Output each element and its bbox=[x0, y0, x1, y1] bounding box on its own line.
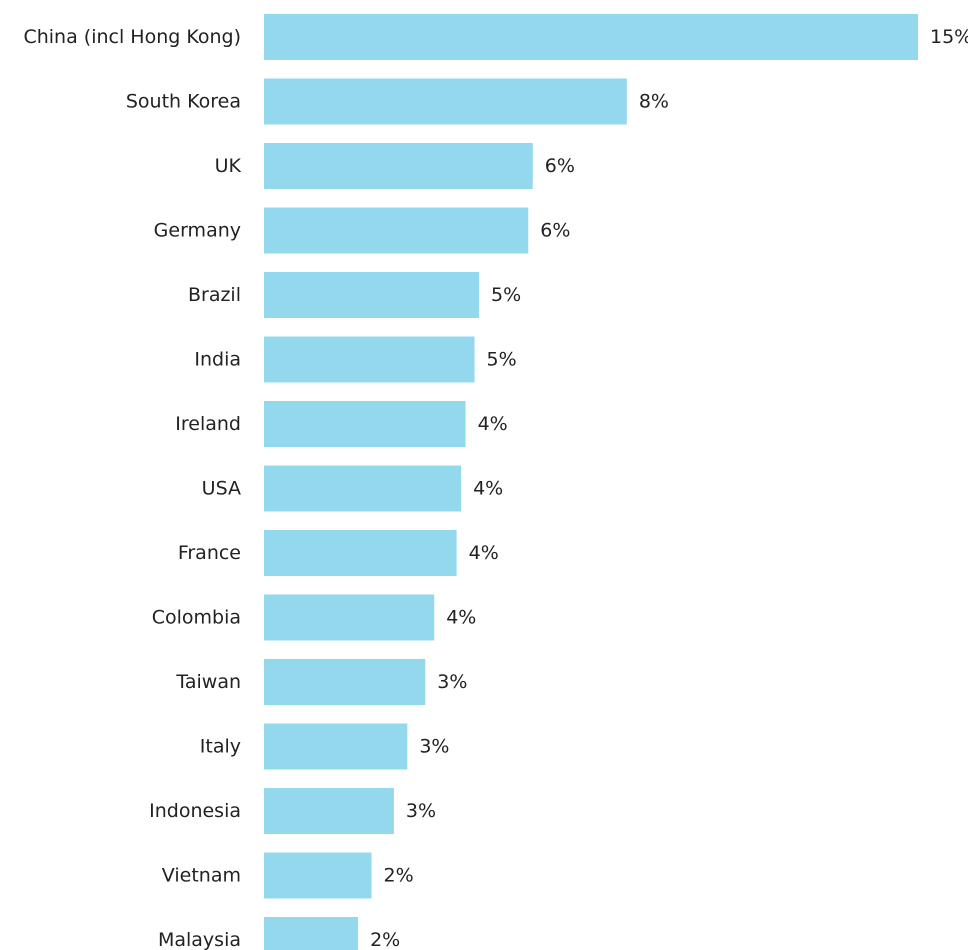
category-label: South Korea bbox=[126, 91, 241, 113]
category-label: Brazil bbox=[188, 284, 241, 306]
bar bbox=[264, 272, 480, 318]
category-label: Ireland bbox=[175, 413, 241, 435]
bar bbox=[264, 14, 918, 60]
value-labels: 15% 8% 6% 6% 5% 5% 4% 4% 4% 4% 3% 3% 3% 2% 2% bbox=[370, 26, 968, 950]
category-label: Colombia bbox=[152, 607, 241, 629]
value-label: 3% bbox=[437, 671, 467, 693]
value-label: 5% bbox=[491, 284, 521, 306]
value-label: 3% bbox=[419, 736, 449, 758]
bar bbox=[264, 594, 435, 641]
bar bbox=[264, 465, 462, 512]
category-label: China (incl Hong Kong) bbox=[23, 26, 241, 48]
value-label: 2% bbox=[384, 865, 414, 887]
bar bbox=[264, 143, 533, 189]
bars-layer bbox=[264, 14, 918, 950]
category-label: Malaysia bbox=[158, 929, 241, 950]
bar bbox=[264, 78, 627, 125]
category-label: India bbox=[194, 349, 241, 371]
category-label: Italy bbox=[200, 736, 241, 758]
category-label: Vietnam bbox=[162, 865, 241, 887]
bar bbox=[264, 723, 408, 770]
value-label: 5% bbox=[487, 349, 517, 371]
bar bbox=[264, 917, 359, 950]
category-label: Taiwan bbox=[175, 671, 241, 693]
bar bbox=[264, 401, 466, 447]
category-label: Germany bbox=[154, 220, 241, 242]
bar bbox=[264, 336, 475, 383]
bar bbox=[264, 788, 394, 834]
value-label: 4% bbox=[446, 607, 476, 629]
value-label: 6% bbox=[540, 220, 570, 242]
value-label: 6% bbox=[545, 155, 575, 177]
bar bbox=[264, 659, 426, 705]
bar bbox=[264, 530, 457, 576]
category-labels: China (incl Hong Kong) South Korea UK Germa… bbox=[23, 26, 241, 950]
bar bbox=[264, 207, 529, 254]
category-label: USA bbox=[202, 478, 241, 500]
category-label: UK bbox=[215, 155, 242, 177]
value-label: 3% bbox=[406, 800, 436, 822]
value-label: 4% bbox=[478, 413, 508, 435]
value-label: 2% bbox=[370, 929, 400, 950]
category-label: Indonesia bbox=[149, 800, 241, 822]
value-label: 8% bbox=[639, 91, 669, 113]
value-label: 4% bbox=[473, 478, 503, 500]
value-label: 4% bbox=[469, 542, 499, 564]
category-label: France bbox=[178, 542, 241, 564]
value-label: 15% bbox=[930, 26, 968, 48]
bar bbox=[264, 852, 372, 899]
